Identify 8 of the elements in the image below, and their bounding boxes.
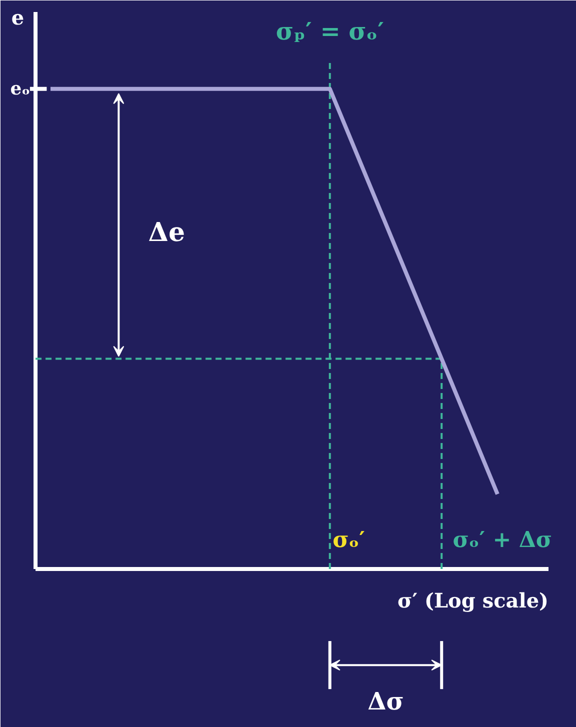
annotation: Δe — [148, 218, 186, 248]
x-axis-title: σ′ (Log scale) — [398, 588, 549, 612]
y-axis-title: e — [11, 5, 24, 30]
annotation: σₒ′ + Δσ — [452, 527, 552, 554]
text: σₚ′ = σₒ′ — [276, 16, 384, 46]
text: Δσ — [368, 686, 404, 716]
annotation: σₒ′ — [332, 527, 366, 554]
text: eₒ — [10, 78, 30, 100]
